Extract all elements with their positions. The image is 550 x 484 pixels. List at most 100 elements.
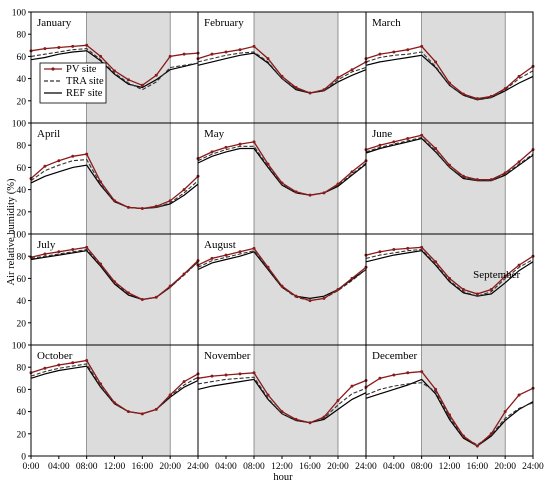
y-tick-label: 60: [17, 53, 27, 63]
pv-point: [71, 361, 75, 365]
x-tick-label: 24:00: [187, 462, 209, 472]
pv-point: [475, 292, 479, 296]
pv-point: [43, 47, 47, 51]
pv-point: [336, 182, 340, 186]
pv-point: [280, 181, 284, 185]
month-label: January: [37, 17, 72, 29]
pv-point: [168, 54, 172, 58]
pv-point: [266, 162, 270, 166]
pv-point: [378, 376, 382, 380]
pv-point: [308, 91, 312, 95]
pv-point: [154, 204, 158, 208]
y-axis-label: Air relative humidity (%): [6, 178, 17, 286]
x-tick-label: 08:00: [76, 462, 98, 472]
series-tra-site: [197, 51, 367, 94]
x-tick-label: 08:00: [411, 462, 433, 472]
pv-point: [210, 52, 214, 56]
pv-point: [336, 399, 340, 402]
panel-may: May: [196, 122, 368, 235]
month-label: May: [204, 128, 225, 140]
pv-point: [252, 371, 256, 375]
pv-point: [126, 410, 130, 414]
pv-point: [406, 246, 410, 250]
pv-point: [322, 191, 326, 195]
panel-september: September: [364, 233, 535, 346]
pv-point: [85, 359, 89, 363]
pv-point: [378, 250, 382, 254]
pv-point: [126, 291, 130, 295]
pv-point: [503, 410, 507, 414]
pv-point: [322, 415, 326, 419]
y-tick-label: 100: [12, 120, 27, 130]
pv-point: [168, 284, 172, 288]
pv-point: [336, 75, 340, 79]
pv-point: [168, 199, 172, 203]
x-tick-label: 04:00: [383, 462, 405, 472]
y-tick-label: 60: [17, 164, 27, 174]
pv-point: [113, 199, 116, 203]
y-tick-label: 80: [17, 31, 27, 41]
pv-point: [224, 373, 228, 377]
pv-point: [154, 73, 158, 77]
pv-point: [238, 48, 242, 52]
pv-point: [475, 97, 479, 101]
y-tick-label: 20: [17, 97, 27, 107]
pv-point: [210, 256, 214, 260]
pv-point: [266, 265, 270, 269]
x-tick-label: 16:00: [467, 462, 489, 472]
pv-point: [252, 140, 256, 144]
x-tick-label: 16:00: [299, 462, 321, 472]
shaded-interval: [253, 122, 339, 235]
pv-point: [71, 44, 75, 48]
pv-point: [210, 150, 214, 154]
pv-point: [238, 250, 242, 254]
pv-point: [238, 142, 242, 146]
pv-point: [113, 280, 116, 284]
shaded-interval: [421, 344, 506, 457]
month-label: December: [372, 350, 418, 362]
pv-point: [71, 248, 75, 252]
pv-point: [517, 263, 521, 267]
pv-point: [503, 87, 507, 91]
pv-point: [392, 140, 396, 144]
pv-point: [392, 373, 396, 377]
pv-point: [308, 193, 312, 197]
panel-june: June: [364, 122, 535, 235]
y-tick-label: 60: [17, 386, 27, 396]
pv-point: [350, 68, 354, 72]
pv-point: [43, 252, 47, 256]
panel-february: February: [196, 11, 368, 124]
y-tick-label: 40: [17, 408, 27, 418]
pv-point: [113, 69, 116, 73]
pv-point: [448, 413, 451, 417]
pv-point: [517, 160, 521, 164]
x-tick-label: 20:00: [327, 462, 349, 472]
series-tra-site: [365, 248, 534, 297]
series-tra-site: [365, 382, 534, 446]
pv-point: [266, 393, 270, 397]
month-label: March: [372, 17, 401, 29]
pv-point: [57, 250, 61, 254]
pv-point: [43, 366, 47, 370]
panel-august: August: [196, 233, 368, 346]
pv-point: [154, 295, 158, 299]
pv-point: [434, 387, 438, 391]
pv-point: [113, 401, 116, 405]
legend-label: TRA site: [66, 76, 104, 87]
panel-october: October 0 20 40 60 80 100 0:00 04:00 08:00 12:00 16…: [12, 342, 209, 473]
month-label: April: [37, 128, 60, 140]
pv-point: [182, 380, 186, 384]
pv-point: [489, 288, 493, 291]
legend-marker: [51, 67, 55, 71]
pv-point: [461, 174, 465, 178]
panel-november: November 04:00 08:00 12:00 16:00 20:00 24:00: [196, 344, 377, 472]
x-tick-label: 24:00: [355, 462, 377, 472]
pv-point: [461, 288, 465, 291]
y-tick-label: 80: [17, 364, 27, 374]
pv-point: [252, 246, 256, 250]
pv-point: [280, 410, 284, 414]
pv-point: [489, 432, 493, 436]
pv-point: [308, 421, 312, 425]
shaded-interval: [86, 233, 171, 346]
